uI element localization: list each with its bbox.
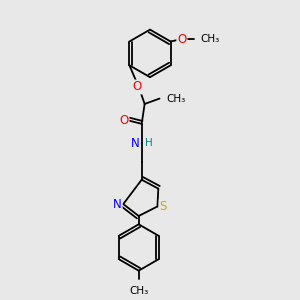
Text: CH₃: CH₃	[200, 34, 220, 44]
Text: O: O	[177, 33, 187, 46]
Text: N: N	[113, 198, 122, 211]
Text: CH₃: CH₃	[129, 286, 148, 296]
Text: N: N	[131, 137, 140, 150]
Text: CH₃: CH₃	[166, 94, 186, 103]
Text: O: O	[119, 114, 128, 127]
Text: H: H	[145, 139, 153, 148]
Text: O: O	[133, 80, 142, 94]
Text: S: S	[160, 200, 167, 213]
